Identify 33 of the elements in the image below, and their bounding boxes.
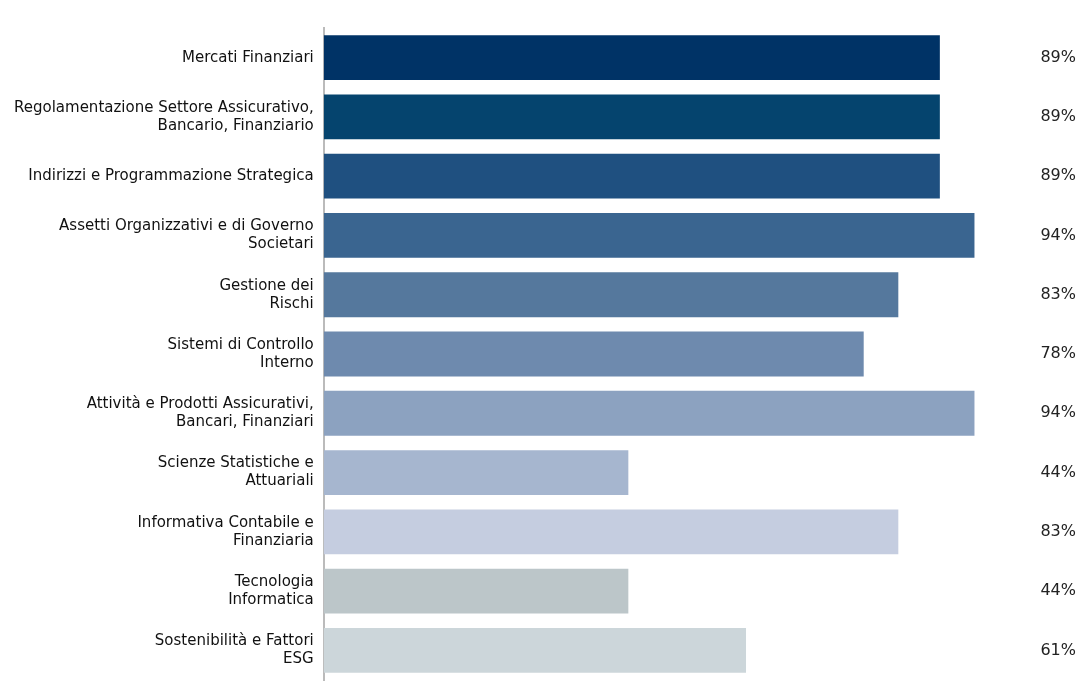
data-label: 89% [1040, 165, 1076, 185]
data-label: 44% [1040, 580, 1076, 600]
bar [323, 35, 940, 81]
bar [323, 331, 864, 377]
y-tick-label: Tecnologia Informatica [228, 571, 314, 608]
bar [323, 272, 899, 318]
data-label: 89% [1040, 46, 1076, 66]
y-tick-label: Sostenibilità e Fattori ESG [154, 631, 314, 668]
y-tick-label: Mercati Finanziari [181, 47, 314, 66]
bar [323, 153, 940, 199]
bar [323, 94, 940, 140]
bar [323, 390, 975, 436]
y-tick-label: Informativa Contabile e Finanziaria [137, 512, 314, 549]
data-label: 83% [1040, 520, 1076, 540]
data-label: 78% [1040, 343, 1076, 363]
y-tick-label: Regolamentazione Settore Assicurativo, Bancario, Finanziario [13, 97, 314, 134]
data-label: 83% [1040, 283, 1076, 303]
y-tick-label: Attività e Prodotti Assicurativi, Bancari, Finanziari [86, 394, 314, 431]
bar [323, 627, 747, 673]
data-label: 89% [1040, 106, 1076, 126]
data-label: 94% [1040, 224, 1076, 244]
bar [323, 509, 899, 555]
y-tick-label: Assetti Organizzativi e di Governo Societari [59, 216, 314, 253]
y-tick-label: Scienze Statistiche e Attuariali [157, 453, 314, 490]
y-tick-label: Indirizzi e Programmazione Strategica [28, 166, 314, 185]
y-tick-label: Gestione dei Rischi [219, 275, 314, 312]
bar [323, 568, 629, 614]
data-label: 94% [1040, 402, 1076, 422]
y-tick-label: Sistemi di Controllo Interno [167, 334, 314, 371]
bar [323, 213, 975, 258]
data-label: 44% [1040, 461, 1076, 481]
bar [323, 450, 629, 495]
data-label: 61% [1040, 639, 1076, 659]
